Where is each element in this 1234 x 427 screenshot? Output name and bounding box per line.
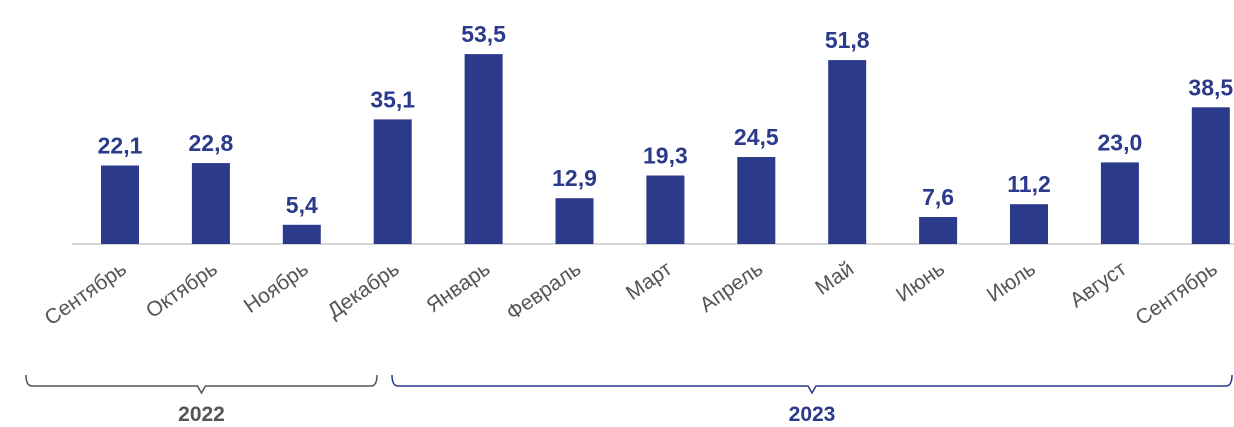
year-label-2022: 2022 — [178, 403, 225, 426]
value-label-6: 19,3 — [643, 143, 688, 169]
category-label-7: Апрель — [696, 257, 768, 317]
category-label-4: Январь — [422, 257, 494, 317]
bars-layer — [101, 54, 1230, 244]
year-bracket-2022 — [25, 374, 378, 395]
bar-8 — [828, 60, 867, 244]
value-label-2: 5,4 — [286, 192, 318, 218]
value-label-11: 23,0 — [1098, 129, 1143, 155]
category-label-3: Декабрь — [323, 257, 403, 323]
category-label-6: Март — [622, 257, 677, 305]
category-label-12: Сентябрь — [1131, 257, 1221, 330]
bar-0 — [101, 165, 139, 244]
category-labels-layer: Сентябрь Октябрь Ноябрь Декабрь Январь Феврал… — [41, 257, 1222, 330]
value-label-10: 11,2 — [1007, 171, 1051, 197]
category-label-2: Ноябрь — [240, 257, 313, 318]
value-label-1: 22,8 — [189, 130, 234, 156]
bar-9 — [919, 217, 958, 244]
year-bracket-2023 — [391, 374, 1233, 395]
bar-7 — [737, 157, 776, 244]
bar-12 — [1191, 107, 1230, 244]
value-label-9: 7,6 — [922, 184, 954, 210]
bar-10 — [1010, 204, 1048, 244]
bar-5 — [555, 198, 594, 244]
value-label-7: 24,5 — [734, 124, 779, 150]
value-label-0: 22,1 — [98, 133, 143, 159]
year-label-2023: 2023 — [789, 403, 836, 426]
category-label-11: Август — [1066, 257, 1131, 312]
bar-6 — [646, 175, 685, 244]
bar-2 — [282, 224, 321, 244]
category-label-1: Октябрь — [142, 257, 222, 323]
bar-11 — [1100, 162, 1139, 244]
value-labels-layer: 22,1 22,8 5,4 35,1 53,5 12,9 19,3 24,5 51,8 7,6 11… — [98, 21, 1234, 218]
value-label-3: 35,1 — [370, 86, 415, 112]
bar-3 — [373, 119, 412, 244]
value-label-5: 12,9 — [552, 165, 597, 191]
category-label-9: Июнь — [892, 257, 949, 306]
year-groups-layer: 2022 2023 — [25, 374, 1233, 426]
category-label-5: Февраль — [502, 257, 585, 325]
category-label-10: Июль — [983, 257, 1040, 307]
category-label-0: Сентябрь — [41, 257, 131, 330]
value-label-12: 38,5 — [1188, 74, 1233, 100]
bar-4 — [464, 54, 503, 244]
bar-1 — [191, 163, 230, 244]
category-label-8: Май — [811, 257, 858, 299]
value-label-8: 51,8 — [825, 27, 870, 53]
value-label-4: 53,5 — [461, 21, 506, 47]
